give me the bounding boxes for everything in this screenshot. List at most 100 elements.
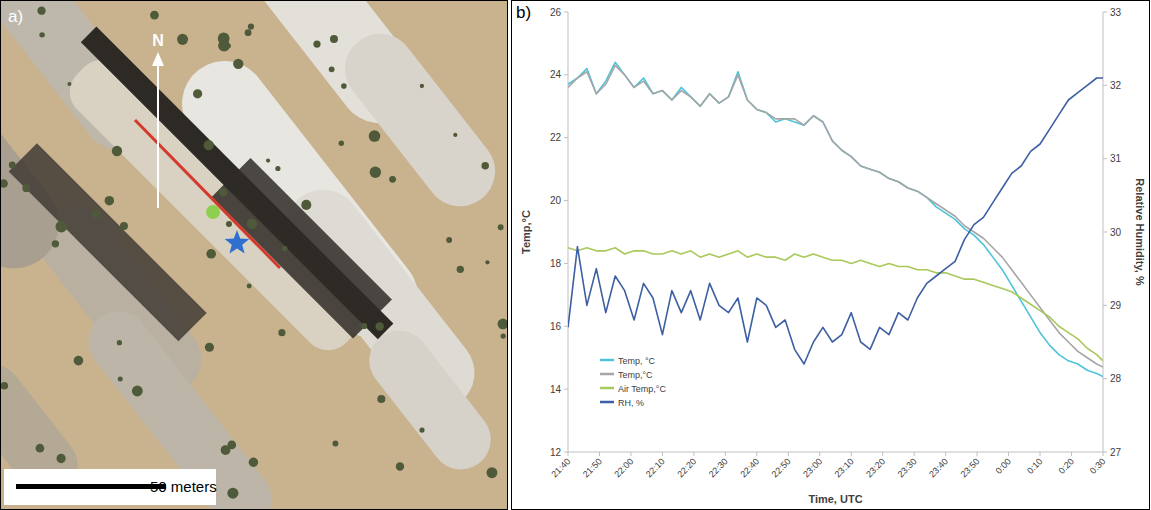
y-axis-title: Temp,°C (520, 210, 532, 254)
x-tick (693, 452, 694, 456)
tree (227, 488, 238, 499)
tree (282, 246, 287, 251)
shadow (212, 158, 392, 338)
y-tick-label: 20 (550, 195, 562, 206)
ground (0, 0, 508, 510)
tree (330, 35, 338, 43)
tree (39, 32, 44, 37)
tree (361, 323, 367, 329)
star-marker (225, 230, 250, 254)
y2-tick-label: 31 (1110, 153, 1122, 164)
x-tick (662, 452, 663, 456)
shadow (9, 143, 207, 341)
tree (206, 249, 216, 259)
y-tick (564, 389, 568, 390)
x-tick (945, 452, 946, 456)
y2-tick-label: 27 (1110, 447, 1122, 458)
tree (22, 184, 30, 192)
tree (377, 395, 385, 403)
tree (249, 458, 258, 467)
x-tick (1071, 452, 1072, 456)
tree (0, 179, 8, 188)
north-label: N (152, 32, 164, 49)
tree (266, 159, 270, 163)
tree (226, 221, 232, 227)
y-tick (564, 137, 568, 138)
y-axis-line (568, 12, 569, 452)
x-tick-label: 23:30 (896, 456, 919, 479)
tree (247, 284, 252, 289)
transect-line (135, 120, 280, 268)
series-group (568, 62, 1103, 376)
y-tick (564, 263, 568, 264)
y2-tick (1103, 378, 1107, 379)
series-line (568, 65, 1103, 367)
tree (120, 222, 128, 230)
chart-panel: b)12141618202224262728293031323321:4021:… (516, 3, 1146, 505)
x-tick (1008, 452, 1009, 456)
tree (9, 162, 16, 169)
x-tick-label: 0:20 (1056, 456, 1075, 475)
tree (369, 130, 381, 142)
x-tick-label: 0:00 (994, 456, 1013, 475)
tree (329, 66, 335, 72)
x-tick (788, 452, 789, 456)
y2-tick (1103, 232, 1107, 233)
tree (245, 29, 252, 36)
crack-shadow (81, 27, 394, 340)
tree (105, 196, 114, 205)
series-line (568, 78, 1103, 364)
rock-fin (59, 49, 370, 360)
series-line (568, 62, 1103, 376)
x-tick-label: 23:10 (833, 456, 856, 479)
y2-tick (1103, 305, 1107, 306)
legend-label: RH, % (618, 398, 644, 408)
x-tick-label: 22:00 (612, 456, 635, 479)
x-tick-label: 22:20 (675, 456, 698, 479)
y2-tick (1103, 452, 1107, 453)
tree (301, 200, 311, 210)
x-tick (1103, 452, 1104, 456)
tree (419, 427, 424, 432)
y-tick (564, 12, 568, 13)
series-line (568, 248, 1103, 361)
rock-fin (331, 20, 508, 221)
y-tick (564, 74, 568, 75)
tree (375, 322, 383, 330)
tree (132, 386, 143, 397)
tree (36, 444, 45, 453)
x-axis-title: Time, UTC (808, 493, 862, 505)
panel-border (1, 1, 508, 510)
y2-tick-label: 29 (1110, 300, 1122, 311)
y2-tick-label: 33 (1110, 7, 1122, 18)
tree (112, 146, 122, 156)
y2-tick (1103, 12, 1107, 13)
y-tick (564, 326, 568, 327)
y-tick-label: 12 (550, 447, 562, 458)
y-tick (564, 452, 568, 453)
rock-fin (357, 318, 503, 481)
y-tick-label: 24 (550, 69, 562, 80)
tree (52, 240, 59, 247)
panel-letter: a) (8, 7, 23, 26)
panel-letter: b) (516, 3, 531, 22)
tree (481, 162, 489, 170)
legend-swatch (600, 373, 614, 376)
x-tick (725, 452, 726, 456)
y-tick-label: 22 (550, 132, 562, 143)
legend-swatch (600, 387, 614, 390)
y-tick-label: 18 (550, 258, 562, 269)
tree (67, 82, 71, 86)
tree (247, 218, 258, 229)
legend-swatch (600, 401, 614, 404)
x-tick-label: 23:20 (864, 456, 887, 479)
tree (177, 34, 188, 45)
tree (333, 441, 339, 447)
tree (248, 23, 254, 29)
tree (370, 167, 381, 178)
x-tick (977, 452, 978, 456)
north-arrowhead (152, 52, 164, 66)
x-tick (630, 452, 631, 456)
x-tick (599, 452, 600, 456)
scale-label: 50 meters (150, 478, 217, 495)
